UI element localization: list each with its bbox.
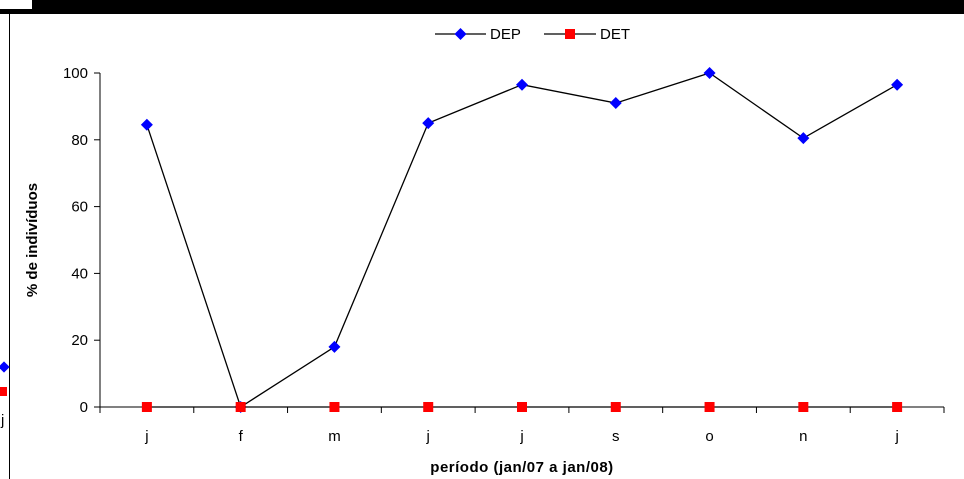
data-point-det: [423, 402, 434, 412]
x-tick-label: s: [612, 428, 620, 445]
y-tick-label: 0: [80, 399, 88, 416]
data-point-det: [329, 402, 340, 412]
series-dep: [140, 67, 904, 413]
legend: DEP DET: [435, 26, 630, 43]
y-tick-label: 60: [71, 199, 88, 216]
fragment-legend-square-icon: [0, 387, 7, 396]
x-tick-label: j: [519, 428, 523, 445]
data-point-dep: [516, 78, 528, 91]
x-tick-label: f: [239, 428, 244, 445]
x-tick-label: j: [144, 428, 148, 445]
data-point-dep: [797, 132, 810, 145]
data-point-det: [892, 402, 903, 412]
x-tick-label: o: [705, 428, 713, 445]
data-point-det: [141, 402, 152, 412]
left-fragment: j: [0, 361, 10, 429]
data-point-det: [517, 402, 527, 412]
top-left-notch: [0, 0, 33, 10]
x-tick-label: n: [799, 428, 807, 445]
series-line-dep: [146, 72, 898, 408]
data-point-det: [235, 402, 246, 412]
x-axis-title: período (jan/07 a jan/08): [430, 459, 613, 476]
data-point-dep: [891, 78, 904, 91]
series-det: [141, 402, 903, 412]
x-tick-label: m: [328, 428, 341, 445]
y-axis-ticks: 0 20 40 60 80 100: [63, 65, 100, 416]
y-tick-label: 100: [63, 65, 88, 82]
data-point-dep: [609, 97, 622, 110]
data-point-det: [610, 402, 621, 412]
legend-det-label: DET: [600, 26, 630, 43]
x-tick-label: j: [894, 428, 898, 445]
fragment-legend-diamond-icon: [0, 361, 10, 373]
data-point-dep: [140, 118, 153, 131]
x-tick-label: j: [426, 428, 430, 445]
data-point-dep: [422, 117, 435, 130]
y-tick-label: 20: [71, 332, 88, 349]
data-point-det: [704, 402, 715, 412]
left-border-line: [9, 14, 10, 479]
data-point-det: [798, 402, 809, 412]
legend-dep-label: DEP: [490, 26, 521, 43]
series-layer: [140, 67, 904, 413]
y-tick-label: 40: [71, 265, 88, 282]
data-point-dep: [328, 340, 341, 353]
top-border-bar: [0, 0, 964, 14]
data-point-dep: [703, 67, 716, 79]
legend-det-marker: [565, 29, 575, 39]
y-tick-label: 80: [71, 132, 88, 149]
fragment-tick-label: j: [0, 412, 4, 429]
y-axis-title: % de indivíduos: [24, 183, 41, 297]
legend-dep-marker: [454, 28, 467, 40]
